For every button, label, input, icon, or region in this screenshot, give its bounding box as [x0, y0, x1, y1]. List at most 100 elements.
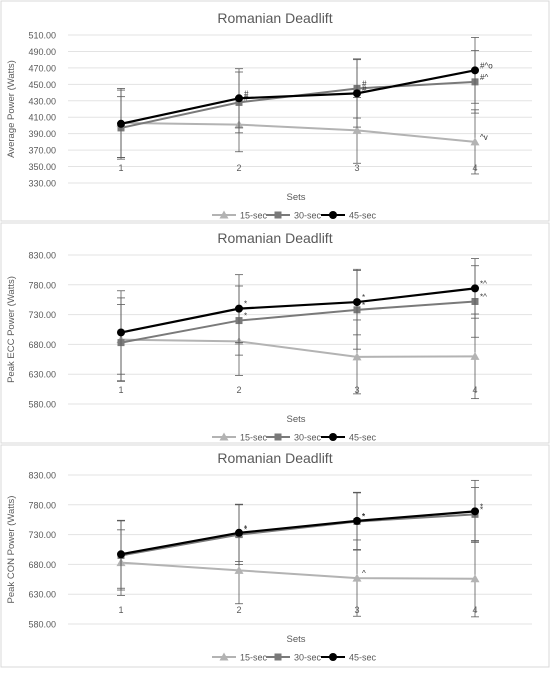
legend: 15-sec 30-sec 45-sec — [212, 652, 377, 663]
legend-label: 15-sec — [240, 653, 268, 663]
x-axis-label: Sets — [286, 192, 305, 203]
legend-label: 30-sec — [294, 433, 322, 443]
series-line — [120, 510, 476, 556]
series-45-sec: ***^ — [117, 258, 487, 375]
significance-label: * — [244, 300, 247, 309]
series-line — [120, 561, 476, 580]
legend-label: 45-sec — [349, 211, 377, 221]
significance-label: * — [244, 526, 247, 535]
legend: 15-sec 30-sec 45-sec — [212, 432, 377, 443]
significance-label: # — [362, 84, 367, 93]
chart-title: Romanian Deadlift — [217, 10, 332, 26]
data-point — [235, 528, 243, 537]
y-tick-label: 510.00 — [28, 31, 56, 41]
chart-panel-3: Romanian Deadlift 580.00 630.00 680.00 730.0… — [0, 444, 550, 668]
y-tick-label: 780.00 — [28, 500, 56, 510]
data-point — [471, 66, 479, 75]
data-point — [352, 125, 362, 134]
significance-label: #^o — [480, 61, 493, 70]
y-tick-label: 780.00 — [28, 280, 56, 290]
data-point — [117, 328, 125, 337]
legend-marker — [274, 433, 282, 441]
series-line — [120, 338, 476, 358]
legend: 15-sec 30-sec 45-sec — [212, 210, 377, 221]
legend-marker — [219, 432, 229, 441]
significance-label: #^ — [480, 73, 488, 82]
y-tick-label: 730.00 — [28, 530, 56, 540]
significance-label: # — [362, 79, 367, 88]
data-point — [117, 550, 125, 559]
data-point — [470, 574, 480, 583]
legend-label: 45-sec — [349, 653, 377, 663]
series-line — [120, 300, 476, 344]
significance-label: ^v — [480, 133, 488, 142]
y-tick-label: 450.00 — [28, 80, 56, 90]
data-point — [353, 89, 361, 98]
y-tick-label: 630.00 — [28, 590, 56, 600]
y-tick-label: 830.00 — [28, 471, 56, 481]
series-line — [120, 69, 476, 125]
legend-marker — [329, 653, 337, 661]
y-tick-label: 350.00 — [28, 162, 56, 172]
significance-label: *^ — [480, 292, 487, 301]
x-tick-label: 1 — [118, 605, 123, 615]
significance-label: * — [362, 512, 365, 521]
data-point — [117, 119, 125, 128]
x-tick-label: 2 — [236, 605, 241, 615]
series-45-sec: ###^o — [117, 37, 493, 158]
y-axis-label: Peak ECC Power (Watts) — [6, 276, 17, 383]
y-tick-label: 680.00 — [28, 340, 56, 350]
legend-label: 30-sec — [294, 211, 322, 221]
chart-border — [0, 222, 550, 444]
significance-label: * — [362, 301, 365, 310]
significance-label: *^ — [480, 279, 487, 288]
chart-border — [0, 444, 550, 668]
y-axis-label: Peak CON Power (Watts) — [6, 496, 17, 604]
series-line — [120, 287, 476, 334]
y-tick-label: 330.00 — [28, 179, 56, 189]
significance-label: * — [362, 512, 365, 521]
legend-marker — [274, 211, 282, 219]
significance-label: * — [480, 502, 483, 511]
series-line — [120, 121, 476, 143]
x-tick-label: 2 — [236, 163, 241, 173]
x-axis-label: Sets — [286, 634, 305, 645]
x-tick-label: 1 — [118, 385, 123, 395]
y-tick-label: 410.00 — [28, 113, 56, 123]
data-point — [353, 298, 361, 307]
data-point — [471, 507, 479, 516]
y-tick-label: 630.00 — [28, 370, 56, 380]
significance-label: # — [244, 89, 249, 98]
significance-label: * — [244, 312, 247, 321]
legend-marker — [274, 653, 282, 661]
y-tick-label: 830.00 — [28, 251, 56, 261]
chart-title: Romanian Deadlift — [217, 450, 332, 466]
significance-label: * — [362, 293, 365, 302]
y-tick-label: 490.00 — [28, 47, 56, 57]
data-point — [470, 351, 480, 360]
x-tick-label: 1 — [118, 163, 123, 173]
legend-label: 30-sec — [294, 653, 322, 663]
data-point — [471, 284, 479, 293]
data-point — [235, 94, 243, 103]
chart-border — [0, 0, 550, 222]
legend-marker — [219, 652, 229, 661]
y-tick-label: 580.00 — [28, 620, 56, 630]
y-tick-label: 470.00 — [28, 63, 56, 73]
x-tick-label: 3 — [354, 163, 359, 173]
data-point — [352, 573, 362, 582]
significance-label: * — [244, 524, 247, 533]
x-axis-label: Sets — [286, 414, 305, 425]
data-point — [235, 304, 243, 313]
data-point — [234, 565, 244, 574]
chart-panel-2: Romanian Deadlift 580.00 630.00 680.00 730.0… — [0, 222, 550, 444]
series-45-sec: * * * — [117, 479, 483, 589]
y-tick-label: 370.00 — [28, 146, 56, 156]
y-tick-label: 390.00 — [28, 129, 56, 139]
y-tick-label: 580.00 — [28, 400, 56, 410]
legend-marker — [329, 211, 337, 219]
chart-title: Romanian Deadlift — [217, 230, 332, 246]
legend-marker — [219, 210, 229, 219]
